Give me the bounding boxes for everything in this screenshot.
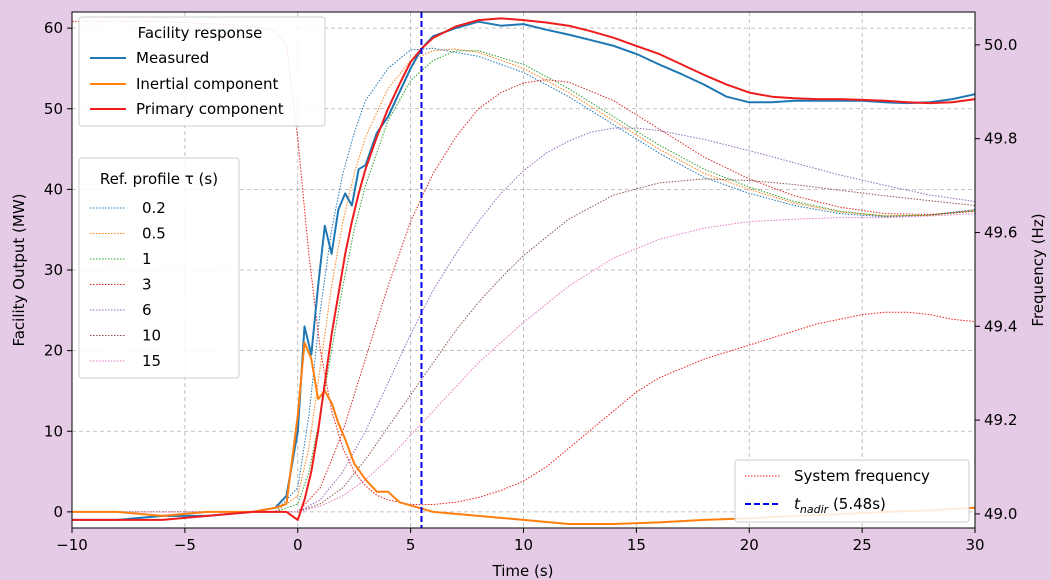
legend-facility: Facility response Measured Inertial comp… xyxy=(78,16,326,127)
legend-ref-label-3: 3 xyxy=(142,276,152,294)
ref-profile-line-1 xyxy=(72,50,976,513)
legend-facility-label-measured: Measured xyxy=(136,49,209,67)
system-frequency-series xyxy=(72,20,976,505)
y-left-tick-label-3: 30 xyxy=(44,261,63,279)
x-tick-label-2: 0 xyxy=(293,536,303,554)
x-tick-label-6: 20 xyxy=(740,536,759,554)
y-right-tick-label-1: 49.2 xyxy=(984,411,1017,429)
reference-profile-series xyxy=(72,47,976,513)
y-right-tick-label-0: 49.0 xyxy=(984,505,1017,523)
x-tick-label-0: −10 xyxy=(56,536,88,554)
y-axis-left-label: Facility Output (MW) xyxy=(10,193,28,346)
system-frequency-line xyxy=(72,20,976,505)
y-right-tick-label-2: 49.4 xyxy=(984,317,1017,335)
nadir-label-t: t xyxy=(794,495,801,513)
legend-ref-label-5: 10 xyxy=(142,327,161,345)
y-right-tick-label-3: 49.6 xyxy=(984,223,1017,241)
legend-ref-label-1: 0.5 xyxy=(142,225,166,243)
nadir-label-suffix: (5.48s) xyxy=(828,495,886,513)
x-tick-label-7: 25 xyxy=(853,536,872,554)
y-right-tick-label-4: 49.8 xyxy=(984,130,1017,148)
legend-ref-label-2: 1 xyxy=(142,250,152,268)
legend-reference-title: Ref. profile τ (s) xyxy=(100,170,218,188)
y-axis-right-label: Frequency (Hz) xyxy=(1029,213,1047,326)
primary-component-line xyxy=(72,17,976,521)
x-tick-label-8: 30 xyxy=(965,536,984,554)
nadir-label-sub: nadir xyxy=(800,503,830,516)
legend-facility-label-primary: Primary component xyxy=(136,100,284,118)
ref-profile-line-0_5 xyxy=(72,48,976,513)
y-left-tick-label-0: 0 xyxy=(53,503,63,521)
legend-system: System frequency tnadir (5.48s) xyxy=(734,459,970,523)
x-tick-label-4: 10 xyxy=(514,536,533,554)
legend-reference-box xyxy=(78,157,240,379)
y-axis-left-ticks: 0 10 20 30 40 50 60 xyxy=(44,19,72,521)
legend-facility-title: Facility response xyxy=(138,24,263,42)
legend-facility-label-inertial: Inertial component xyxy=(136,75,278,93)
inertial-component-line xyxy=(72,341,976,525)
x-axis-ticks: −10 −5 0 5 10 15 20 25 30 xyxy=(56,528,985,554)
x-tick-label-3: 5 xyxy=(406,536,416,554)
ref-profile-line-3 xyxy=(72,79,976,513)
ref-profile-line-0_2 xyxy=(72,47,976,513)
legend-facility-box xyxy=(78,16,326,127)
x-tick-label-5: 15 xyxy=(627,536,646,554)
y-right-tick-label-5: 50.0 xyxy=(984,36,1017,54)
y-left-tick-label-4: 40 xyxy=(44,180,63,198)
legend-ref-label-6: 15 xyxy=(142,352,161,370)
ref-profile-line-6 xyxy=(72,127,976,513)
y-left-tick-label-5: 50 xyxy=(44,100,63,118)
legend-ref-label-4: 6 xyxy=(142,301,152,319)
legend-system-box xyxy=(734,459,970,523)
y-axis-right-ticks: 49.0 49.2 49.4 49.6 49.8 50.0 xyxy=(975,36,1017,523)
y-left-tick-label-2: 20 xyxy=(44,342,63,360)
legend-ref-label-0: 0.2 xyxy=(142,199,166,217)
y-left-tick-label-1: 10 xyxy=(44,422,63,440)
x-tick-label-1: −5 xyxy=(174,536,196,554)
legend-reference: Ref. profile τ (s) 0.2 0.5 1 3 6 10 15 xyxy=(78,157,240,379)
x-axis-label: Time (s) xyxy=(492,562,554,580)
legend-system-label-nadir: tnadir (5.48s) xyxy=(794,495,886,516)
y-left-tick-label-6: 60 xyxy=(44,19,63,37)
legend-system-label-frequency: System frequency xyxy=(794,467,930,485)
facility-response-series xyxy=(72,17,976,525)
